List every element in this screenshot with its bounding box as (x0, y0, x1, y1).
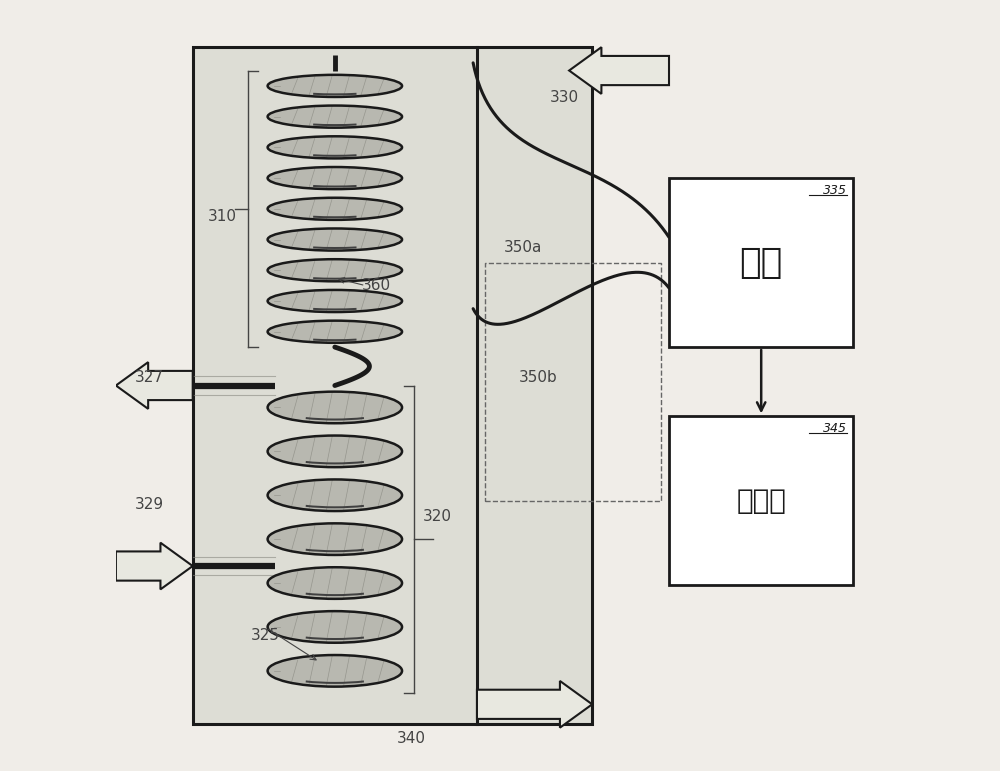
Bar (669, 416, 853, 585)
Ellipse shape (268, 167, 402, 189)
Text: 控制器: 控制器 (736, 487, 786, 515)
Ellipse shape (268, 436, 402, 467)
Text: 335: 335 (823, 184, 847, 197)
FancyArrow shape (116, 362, 193, 409)
Text: 310: 310 (208, 209, 237, 224)
Ellipse shape (268, 197, 402, 220)
Ellipse shape (268, 392, 402, 423)
Text: 325: 325 (250, 628, 279, 643)
Bar (669, 178, 853, 347)
FancyArrow shape (477, 681, 592, 728)
Text: 345: 345 (823, 423, 847, 436)
Ellipse shape (268, 480, 402, 511)
Text: 330: 330 (550, 90, 579, 105)
Text: 350a: 350a (504, 240, 542, 254)
Ellipse shape (268, 136, 402, 158)
FancyArrow shape (569, 47, 669, 94)
Bar (193, 48, 592, 723)
Ellipse shape (268, 106, 402, 128)
FancyArrow shape (116, 543, 193, 589)
Text: 350b: 350b (519, 370, 558, 386)
Ellipse shape (268, 290, 402, 312)
Ellipse shape (268, 75, 402, 97)
Ellipse shape (268, 611, 402, 643)
Text: 360: 360 (362, 278, 391, 293)
Text: 320: 320 (423, 509, 452, 524)
Ellipse shape (268, 567, 402, 599)
Ellipse shape (268, 228, 402, 251)
Ellipse shape (268, 524, 402, 555)
Ellipse shape (268, 259, 402, 281)
Ellipse shape (268, 321, 402, 343)
Text: 329: 329 (135, 497, 164, 512)
Text: 327: 327 (135, 370, 164, 386)
Text: 电源: 电源 (740, 246, 783, 280)
Ellipse shape (268, 655, 402, 687)
Text: 340: 340 (397, 732, 426, 746)
